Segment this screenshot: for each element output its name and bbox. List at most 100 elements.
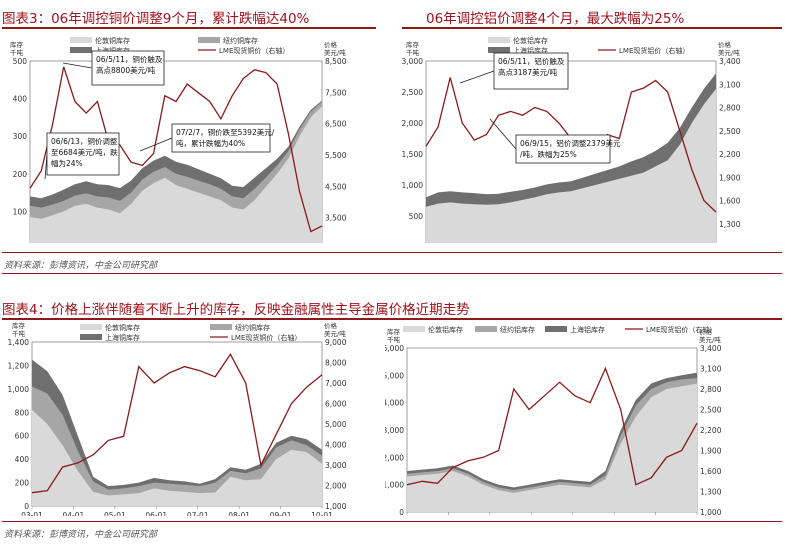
legend-swatch	[80, 334, 102, 340]
left-tick-label: 100	[13, 207, 28, 216]
callout-pointer	[62, 62, 93, 69]
legend-label: 伦敦铜库存	[105, 323, 140, 332]
right-tick-label: 2,200	[700, 426, 722, 435]
left-tick-label: 1,000	[402, 181, 424, 190]
right-tick-label: 1,000	[325, 502, 347, 511]
right-unit-label: 美元/吨	[718, 48, 740, 57]
fig4-title: 图表4：价格上涨伴随着不断上升的库存，反映金融属性主导金属价格近期走势	[2, 302, 470, 318]
right-tick-label: 4,000	[325, 441, 347, 450]
callout-text: 高点3187美元/吨	[498, 67, 558, 77]
fig3-source-rule	[2, 273, 782, 274]
left-tick-label: 0	[399, 508, 404, 516]
right-tick-label: 3,000	[325, 461, 347, 470]
right-tick-label: 2,500	[719, 127, 741, 136]
left-tick-label: 4,000	[385, 399, 404, 408]
right-tick-label: 8,000	[325, 359, 347, 368]
callout-text: 06/9/15，铝价调整2379美元	[520, 138, 621, 148]
left-unit-label: 千吨	[406, 48, 420, 57]
right-unit-label: 价格	[699, 327, 713, 336]
left-unit-label: 千吨	[12, 329, 26, 338]
left-tick-label: 1,400	[8, 338, 30, 347]
left-tick-label: 3,000	[402, 57, 424, 66]
right-unit-label: 美元/吨	[699, 335, 721, 344]
callout-text: 06/6/13，铜价调整	[51, 136, 118, 146]
right-tick-label: 9,000	[325, 338, 347, 347]
right-tick-label: 3,400	[719, 57, 741, 66]
left-tick-label: 800	[15, 408, 30, 417]
left-unit-label: 库存	[387, 327, 401, 336]
left-unit-label: 千吨	[387, 335, 401, 344]
callout-text: 06/5/11，铜价触及	[96, 54, 163, 64]
stock-area-伦敦铝库存	[407, 383, 697, 512]
right-tick-label: 4,500	[325, 182, 347, 191]
right-tick-label: 2,800	[700, 385, 722, 394]
left-tick-label: 3,000	[385, 426, 404, 435]
legend-label: 伦敦铝库存	[513, 36, 548, 45]
right-tick-label: 1,600	[719, 197, 741, 206]
left-tick-label: 500	[13, 57, 28, 66]
callout-text: 至6684美元/吨，跌	[51, 147, 118, 157]
fig4-bottom-rule	[2, 521, 782, 522]
callout-pointer	[489, 118, 517, 150]
callout-box	[515, 134, 611, 164]
left-tick-label: 1,500	[402, 150, 424, 159]
callout-text: 06/5/11，铝价触及	[498, 56, 565, 66]
legend-label: 上海铝库存	[513, 46, 548, 55]
left-tick-label: 500	[409, 212, 424, 221]
callout-text: /吨，跌幅为25%	[520, 149, 577, 159]
right-tick-label: 5,000	[325, 420, 347, 429]
left-tick-label: 2,000	[385, 453, 404, 462]
copper-2006-chart: 50040030020010008,5007,5006,5005,5004,50…	[10, 36, 347, 243]
right-tick-label: 2,200	[719, 150, 741, 159]
legend-label: LME现货铜价（右轴）	[219, 46, 289, 55]
legend-label: 上海铜库存	[95, 46, 130, 55]
right-tick-label: 3,100	[700, 365, 722, 374]
legend-label: 纽约铜库存	[235, 323, 270, 332]
stock-area-伦敦铜库存	[30, 106, 322, 243]
x-tick-label: 05-01	[104, 511, 126, 516]
right-tick-label: 7,500	[325, 88, 347, 97]
left-unit-label: 千吨	[10, 48, 24, 57]
copper-2003-chart: 1,400 1,200 1,000 800 600 400 200 0 9,000 8,000 7,…	[8, 321, 347, 516]
fig4-source: 资料来源：彭博资讯，中金公司研究部	[4, 530, 158, 540]
right-tick-label: 6,000	[325, 400, 347, 409]
legend-swatch	[488, 47, 510, 53]
callout-box	[91, 50, 165, 86]
legend-swatch	[70, 47, 92, 53]
callout-text: 幅为24%	[51, 158, 83, 168]
right-unit-label: 价格	[324, 40, 338, 49]
legend-label: 纽约铜库存	[223, 36, 258, 45]
fig3-left-title: 图表3：06年调控铜价调整9个月，累计跌幅达40%	[2, 11, 310, 27]
left-tick-label: 2,000	[402, 119, 424, 128]
callout-box	[171, 123, 271, 153]
right-tick-label: 2,800	[719, 104, 741, 113]
legend-swatch	[488, 37, 510, 43]
left-tick-label: 300	[13, 132, 28, 141]
fig4-title-rule	[2, 318, 782, 320]
right-unit-label: 美元/吨	[324, 329, 346, 338]
x-tick-label: 06-01	[145, 511, 167, 516]
callout-text: 高点8800美元/吨	[96, 65, 156, 75]
legend-label: 上海铜库存	[105, 333, 140, 342]
left-tick-label: 1,000	[385, 481, 404, 490]
callout-text: 吨，累计跌幅为40%	[176, 138, 245, 148]
callout-box	[46, 132, 120, 176]
stock-area-上海铜库存	[32, 359, 322, 506]
legend-label: 伦敦铝库存	[428, 325, 463, 334]
right-tick-label: 1,000	[700, 508, 722, 516]
legend-swatch	[198, 37, 220, 43]
left-tick-label: 6,000	[385, 344, 404, 353]
left-tick-label: 200	[15, 479, 30, 488]
legend-label: 上海铝库存	[570, 325, 605, 334]
legend-label: 伦敦铜库存	[95, 36, 130, 45]
legend-label: LME现货铝价（右轴）	[646, 325, 716, 334]
legend-swatch	[475, 326, 497, 332]
x-tick-label: 09-01	[270, 511, 292, 516]
price-line	[31, 353, 323, 494]
left-tick-label: 400	[13, 95, 28, 104]
right-unit-label: 价格	[324, 321, 338, 330]
callout-box	[493, 52, 569, 90]
fig3-source: 资料来源：彭博资讯，中金公司研究部	[4, 261, 158, 271]
left-tick-label: 600	[15, 432, 30, 441]
right-tick-label: 5,500	[325, 151, 347, 160]
